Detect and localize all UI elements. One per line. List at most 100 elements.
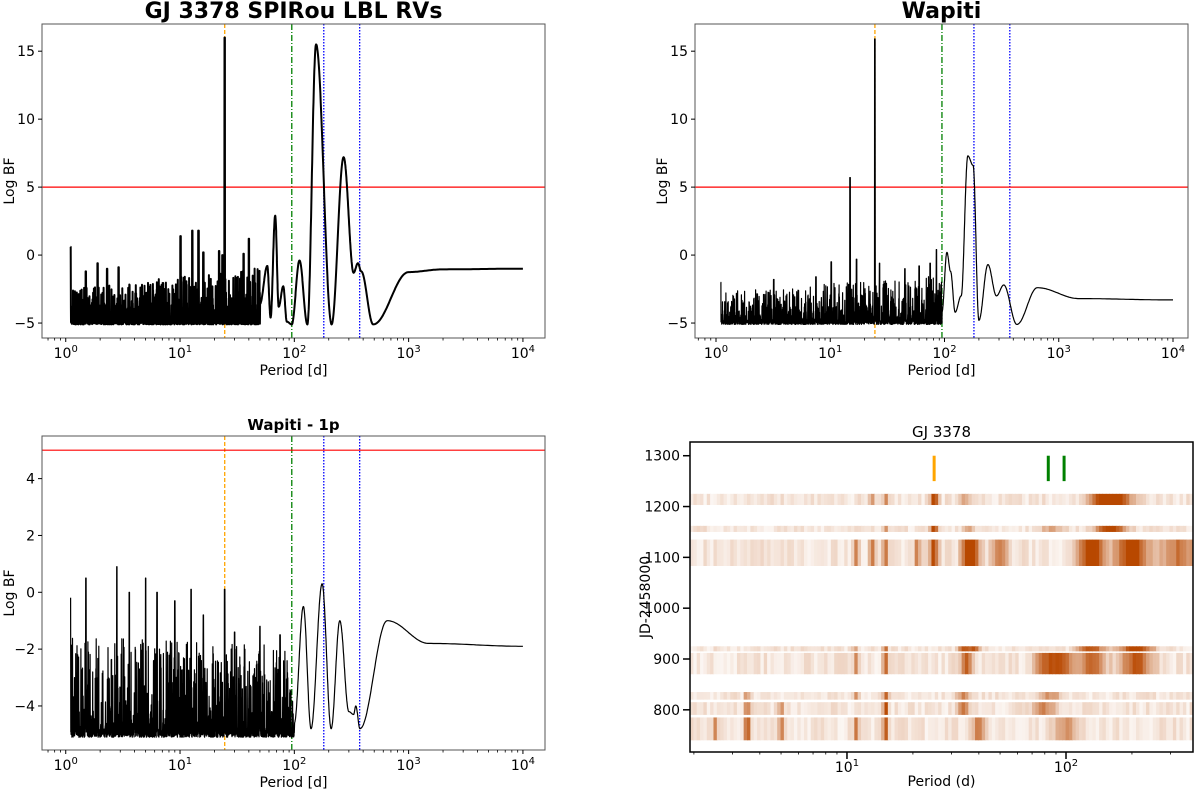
x-tick-label: 103 xyxy=(397,344,421,362)
heatmap-cell xyxy=(847,646,852,652)
heatmap-cell xyxy=(907,539,912,566)
heatmap-cell xyxy=(1139,539,1144,566)
heatmap-cell xyxy=(847,539,852,566)
heatmap-cell xyxy=(706,652,711,675)
heatmap-cell xyxy=(1028,646,1033,652)
heatmap-cell xyxy=(1062,652,1067,675)
heatmap-cell xyxy=(763,525,768,532)
heatmap-cell xyxy=(757,717,762,741)
heatmap-cell xyxy=(1115,493,1120,506)
heatmap-cell xyxy=(1065,539,1070,566)
heatmap-cell xyxy=(968,525,973,532)
heatmap-cell xyxy=(1132,493,1137,506)
heatmap-cell xyxy=(763,646,768,652)
heatmap-cell xyxy=(827,702,832,715)
x-tick-exponent: 0 xyxy=(71,344,77,355)
heatmap-cell xyxy=(1189,493,1193,506)
heatmap-cell xyxy=(958,525,963,532)
heatmap-cell xyxy=(1075,539,1080,566)
heatmap-cell xyxy=(1005,493,1010,506)
heatmap-cell xyxy=(1035,539,1040,566)
heatmap-cell xyxy=(978,539,983,566)
heatmap-cell xyxy=(918,525,922,532)
heatmap-cell xyxy=(747,717,751,741)
x-tick-exponent: 4 xyxy=(1179,344,1185,355)
heatmap-cell xyxy=(914,702,919,715)
heatmap-cell xyxy=(1028,652,1033,675)
heatmap-cell xyxy=(1035,692,1040,700)
heatmap-cell xyxy=(814,525,819,532)
heatmap-cell xyxy=(757,646,762,652)
heatmap-cell xyxy=(800,652,805,675)
heatmap-cell xyxy=(1125,539,1130,566)
heatmap-cell xyxy=(928,646,933,652)
heatmap-cell xyxy=(773,652,778,675)
heatmap-cell xyxy=(730,493,735,506)
heatmap-cell xyxy=(1139,493,1144,506)
heatmap-cell xyxy=(736,702,741,715)
heatmap-cell xyxy=(753,702,758,715)
heatmap-cell xyxy=(887,702,892,715)
heatmap-cell xyxy=(1105,652,1110,675)
heatmap-cell xyxy=(840,702,845,715)
heatmap-cell xyxy=(1129,652,1134,675)
heatmap-cell xyxy=(1156,493,1161,506)
heatmap-cell xyxy=(840,652,845,675)
heatmap-cell xyxy=(1018,692,1023,700)
heatmap-cell xyxy=(1045,539,1050,566)
heatmap-cell xyxy=(770,525,775,532)
heatmap-cell xyxy=(1112,652,1117,675)
heatmap-cell xyxy=(928,493,933,506)
heatmap-cell xyxy=(961,692,966,700)
heatmap-cell xyxy=(1058,652,1063,675)
heatmap-cell xyxy=(1099,539,1104,566)
x-tick-base: 10 xyxy=(932,346,950,362)
heatmap-cell xyxy=(1135,525,1140,532)
heatmap-cell xyxy=(753,646,758,652)
heatmap-cell xyxy=(951,646,956,652)
heatmap-cell xyxy=(961,652,966,675)
heatmap-cell xyxy=(837,717,842,741)
heatmap-cell xyxy=(770,539,775,566)
heatmap-cell xyxy=(716,525,721,532)
heatmap-cell xyxy=(693,525,698,532)
heatmap-cell xyxy=(1142,646,1147,652)
heatmap-cell xyxy=(1146,652,1151,675)
axes-frame xyxy=(689,441,1194,753)
heatmap-cell xyxy=(1102,525,1107,532)
heatmap-cell xyxy=(1159,493,1164,506)
heatmap-cell xyxy=(978,652,983,675)
heatmap-cell xyxy=(1156,692,1161,700)
heatmap-cell xyxy=(954,525,959,532)
x-tick-base: 10 xyxy=(54,758,72,774)
heatmap-cell xyxy=(1169,539,1174,566)
heatmap-cell xyxy=(981,692,986,700)
heatmap-cell xyxy=(1156,539,1161,566)
heatmap-cell xyxy=(1008,692,1013,700)
heatmap-cell xyxy=(907,646,912,652)
heatmap-cell xyxy=(894,702,899,715)
heatmap-cell xyxy=(1085,493,1090,506)
x-tick-base: 10 xyxy=(397,346,415,362)
heatmap-cell xyxy=(1176,652,1181,675)
heatmap-cell xyxy=(837,525,842,532)
heatmap-cell xyxy=(975,539,979,566)
y-tick-label: 2 xyxy=(26,528,35,544)
heatmap-cell xyxy=(1102,692,1107,700)
heatmap-cell xyxy=(1015,646,1020,652)
heatmap-cell xyxy=(948,692,953,700)
heatmap-cell xyxy=(757,525,762,532)
heatmap-cell xyxy=(995,692,1000,700)
heatmap-cell xyxy=(1169,652,1174,675)
heatmap-cell xyxy=(1048,702,1053,715)
heatmap-cell xyxy=(706,717,711,741)
heatmap-cell xyxy=(1018,539,1023,566)
heatmap-cell xyxy=(1189,692,1193,700)
heatmap-cell xyxy=(1008,493,1013,506)
heatmap-cell xyxy=(1045,493,1050,506)
heatmap-cell xyxy=(1089,652,1093,675)
heatmap-cell xyxy=(891,525,896,532)
heatmap-cell xyxy=(1048,717,1053,741)
heatmap-cell xyxy=(1048,652,1053,675)
